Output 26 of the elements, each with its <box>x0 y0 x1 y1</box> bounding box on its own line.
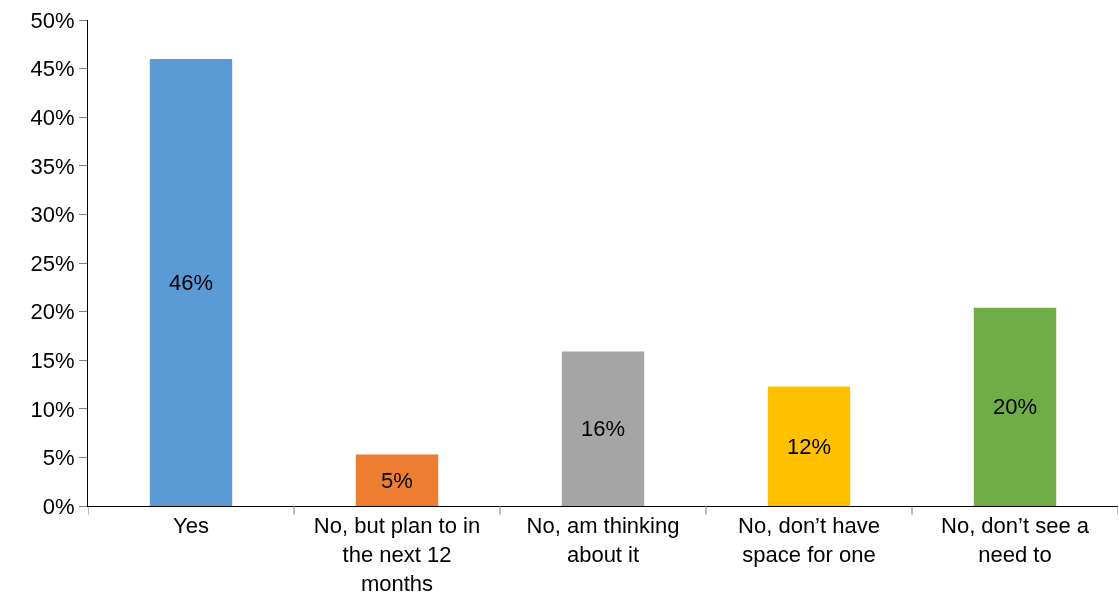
y-tick-label: 20% <box>30 299 75 325</box>
data-label: 20% <box>992 394 1038 420</box>
y-tick-label: 0% <box>42 493 75 519</box>
data-label: 46% <box>168 269 214 295</box>
y-tick-label: 45% <box>30 56 75 82</box>
x-tick-label: Yes <box>173 513 209 539</box>
y-tick-label: 30% <box>30 202 75 228</box>
bar <box>561 351 645 506</box>
y-tick-label: 40% <box>30 104 75 130</box>
y-tick-label: 10% <box>30 396 75 422</box>
y-tick-label: 25% <box>30 250 75 276</box>
y-tick-label: 35% <box>30 153 75 179</box>
bar <box>149 58 233 506</box>
bar <box>355 454 439 506</box>
y-tick-label: 5% <box>42 445 75 471</box>
y-tick-label: 15% <box>30 347 75 373</box>
bar <box>973 307 1057 506</box>
x-tick-label: No, don’t have space for one <box>738 513 880 567</box>
x-tick-label: No, am thinking about it <box>526 513 680 567</box>
bar <box>767 386 851 506</box>
x-tick-label: No, but plan to in the next 12 months <box>313 513 481 596</box>
y-tick-label: 50% <box>30 7 75 33</box>
data-label: 5% <box>381 467 413 493</box>
data-label: 16% <box>580 416 626 442</box>
data-label: 12% <box>786 433 832 459</box>
x-tick-label: No, don’t see a need to <box>941 513 1090 567</box>
